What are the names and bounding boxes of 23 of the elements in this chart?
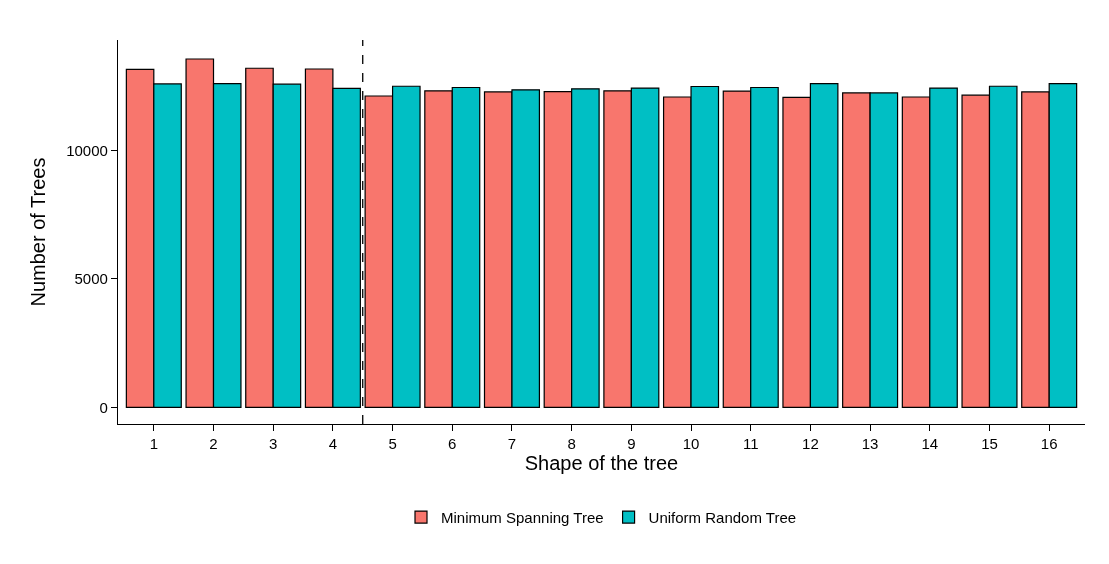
x-tick-label: 1 xyxy=(149,435,158,453)
x-tick-label: 15 xyxy=(981,435,998,453)
x-tick-label: 3 xyxy=(269,435,278,453)
y-tick-label: 10000 xyxy=(66,141,108,159)
x-tick-label: 9 xyxy=(627,435,636,453)
legend-label: Minimum Spanning Tree xyxy=(441,508,604,526)
legend-label: Uniform Random Tree xyxy=(648,508,797,526)
x-tick-label: 8 xyxy=(567,435,576,453)
x-tick-label: 5 xyxy=(388,435,397,453)
y-tick-label: 5000 xyxy=(74,270,108,288)
x-tick-label: 12 xyxy=(802,435,819,453)
x-tick-label: 11 xyxy=(742,435,759,453)
x-tick-label: 10 xyxy=(682,435,700,453)
x-axis-title: Shape of the tree xyxy=(524,452,679,475)
x-tick-label: 14 xyxy=(921,435,939,453)
x-tick-label: 16 xyxy=(1040,435,1058,453)
y-axis-title: Number of Trees xyxy=(26,157,49,307)
x-tick-label: 7 xyxy=(507,435,517,453)
x-tick-label: 2 xyxy=(209,435,218,453)
x-tick-label: 6 xyxy=(448,435,457,453)
y-tick-label: 0 xyxy=(99,398,108,416)
x-tick-label: 13 xyxy=(861,435,879,453)
x-tick-label: 4 xyxy=(328,435,338,453)
